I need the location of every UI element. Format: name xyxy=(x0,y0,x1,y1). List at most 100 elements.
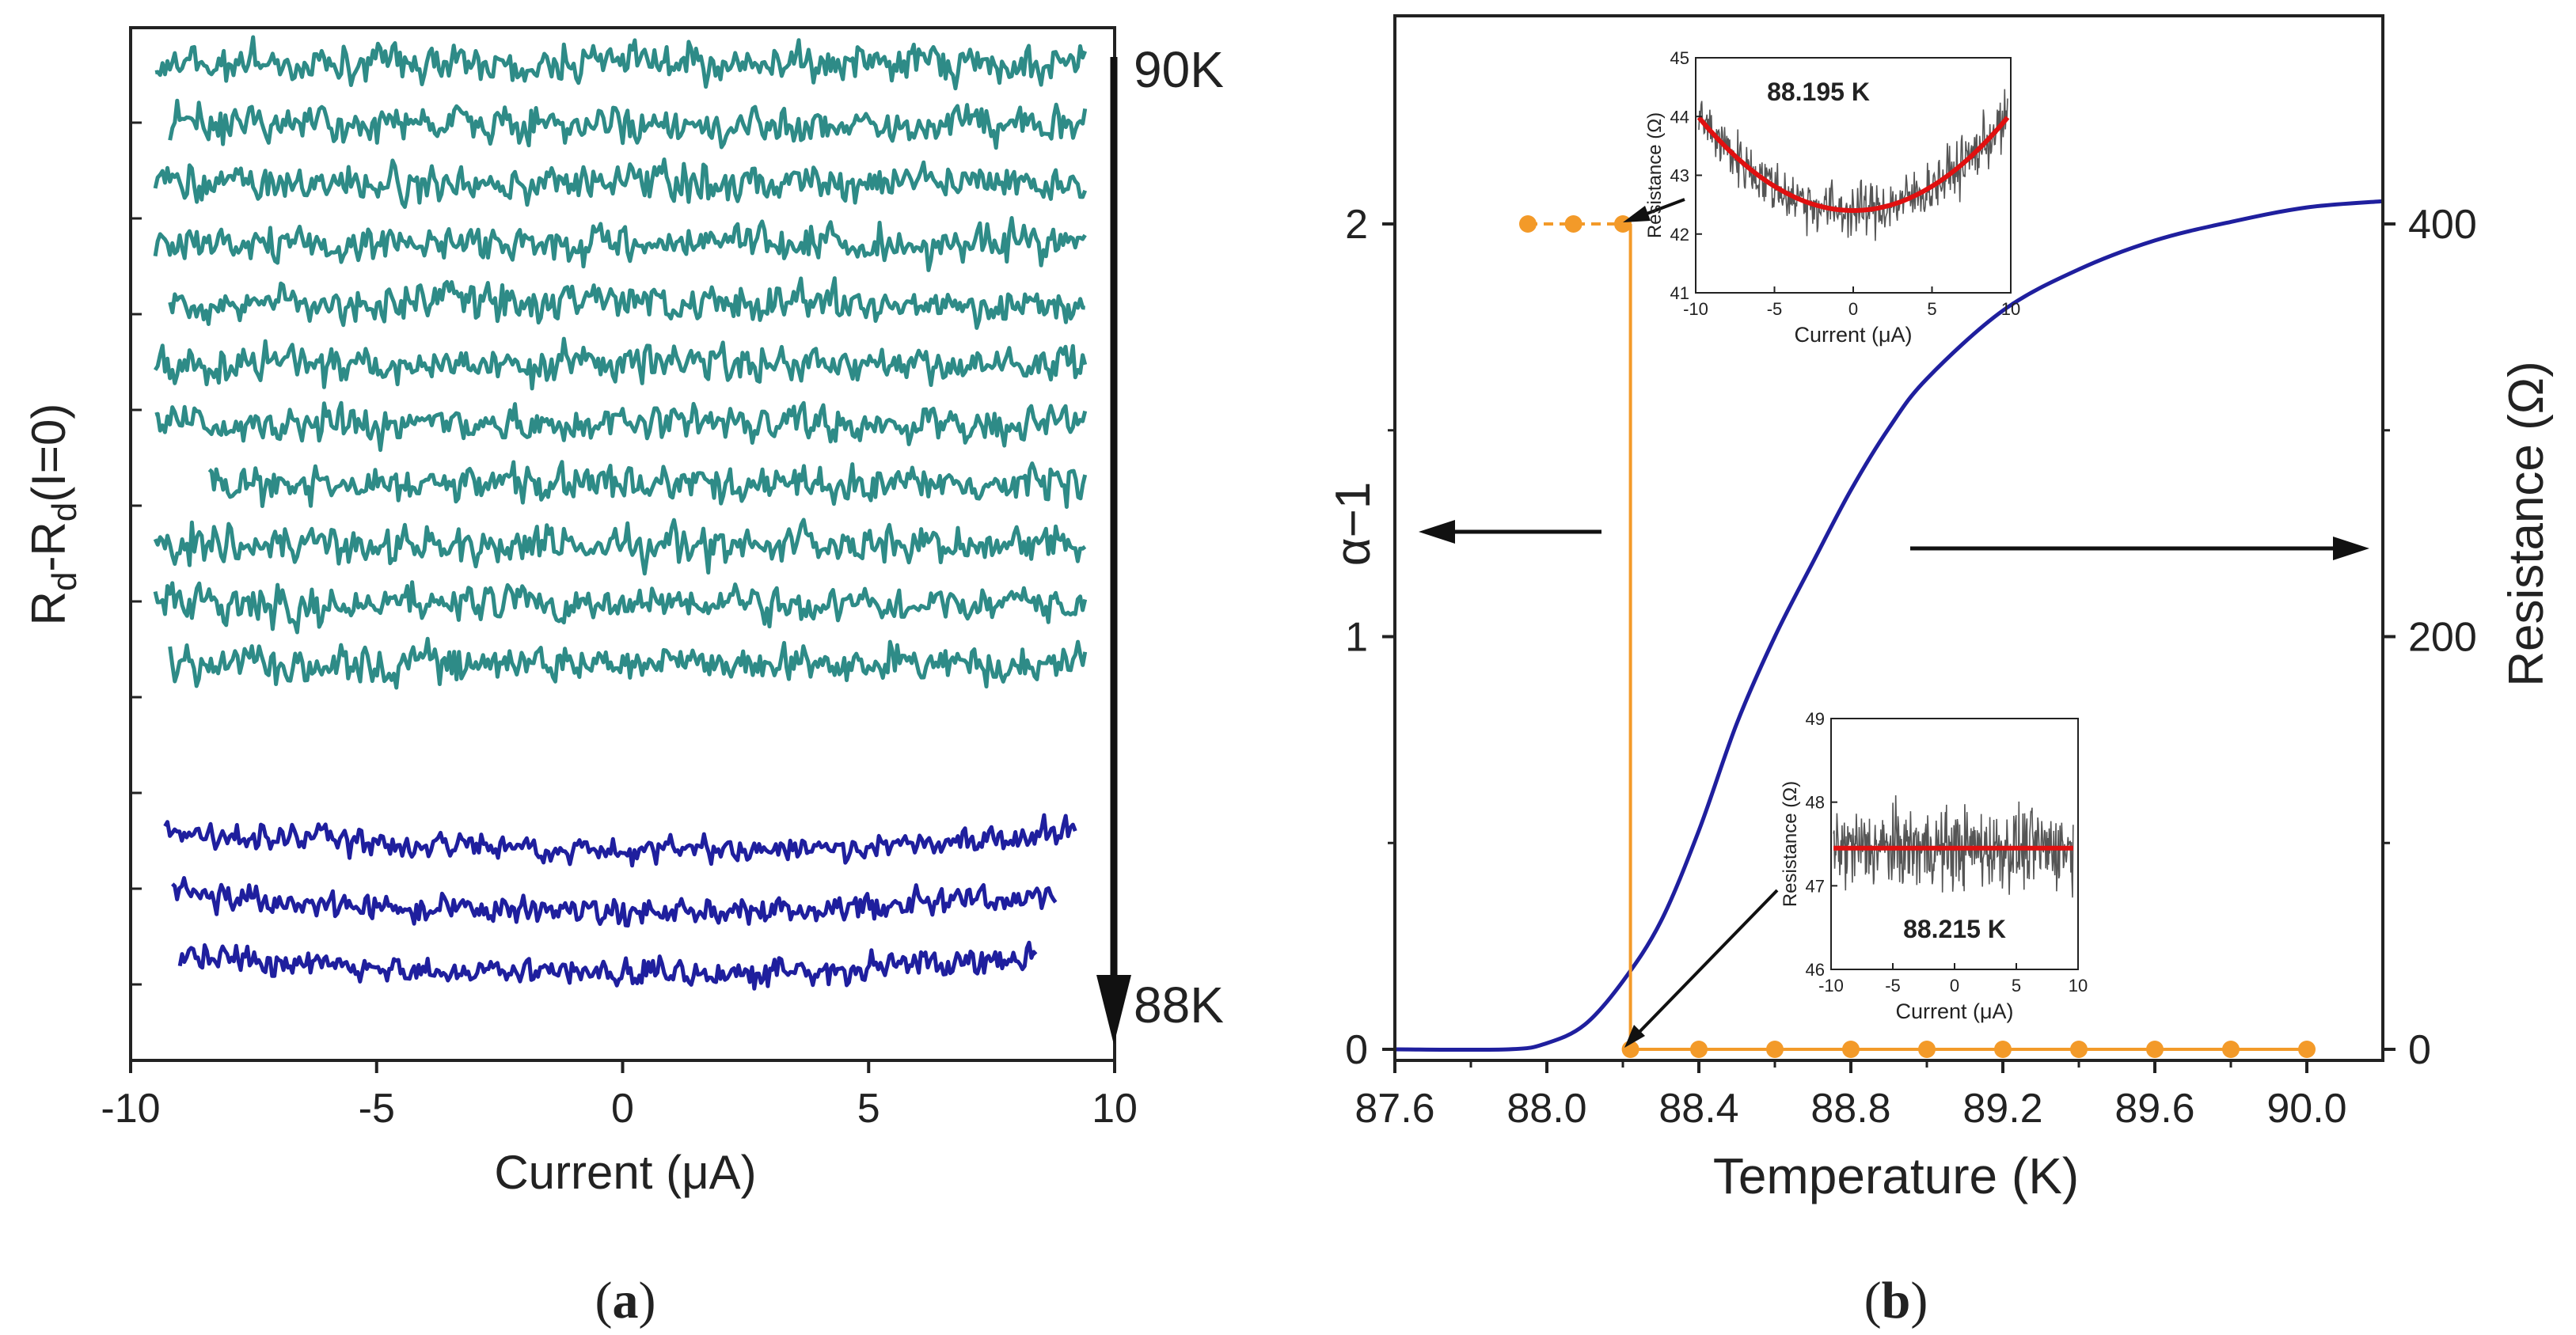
teal-trace xyxy=(153,580,1088,635)
panel-b-ylabel-left: α−1 xyxy=(1326,482,1381,567)
inset-noise-data xyxy=(1833,795,2074,898)
navy-trace xyxy=(171,876,1058,928)
alpha-marker xyxy=(2222,1041,2240,1058)
teal-trace xyxy=(207,460,1088,509)
panel-b-xtick-label: 90.0 xyxy=(2266,1086,2346,1132)
inset-top-title: 88.195 K xyxy=(1767,78,1870,106)
inset-ytick-label: 49 xyxy=(1806,709,1825,729)
panel-b-ytick-left-label: 2 xyxy=(1345,202,1368,248)
panel-a-label: (a) xyxy=(595,1272,656,1329)
panel-a-xtick-label: 10 xyxy=(1092,1086,1138,1132)
panel-a-ylabel: Rd-Rd(I=0) xyxy=(22,404,84,626)
temp-low-label: 88K xyxy=(1134,977,1224,1033)
panel-b: 87.6 88.0 88.4 88.8 89.2 89.6 90.0 0 1 2 0 200 400 T… xyxy=(1326,14,2554,1329)
inset-top: -10 -5 0 5 10 41 42 43 44 45 Current (μA) Resistanc… xyxy=(1644,48,2020,347)
panel-a-xtick-label: 0 xyxy=(611,1086,634,1132)
navy-trace xyxy=(177,940,1038,991)
teal-trace xyxy=(153,518,1087,576)
panel-b-ytick-right-label: 0 xyxy=(2408,1027,2431,1073)
teal-trace xyxy=(168,98,1088,150)
inset-ytick-label: 46 xyxy=(1806,960,1825,980)
inset-ylabel: Resistance (Ω) xyxy=(1780,781,1801,907)
inset-xtick-label: -10 xyxy=(1683,299,1708,319)
inset-xlabel: Current (μA) xyxy=(1794,323,1912,347)
alpha-marker xyxy=(2298,1041,2316,1058)
panel-a-xtick-label: 5 xyxy=(857,1086,880,1132)
teal-trace xyxy=(168,636,1088,690)
teal-trace xyxy=(153,216,1087,272)
panel-b-label-letter: b xyxy=(1882,1272,1911,1329)
panel-b-xtick-label: 88.4 xyxy=(1658,1086,1738,1132)
panel-b-xlabel: Temperature (K) xyxy=(1713,1147,2079,1204)
panel-b-xtick-label: 88.0 xyxy=(1506,1086,1586,1132)
inset-ytick-label: 41 xyxy=(1670,283,1689,303)
resistance-curve xyxy=(1394,199,2384,1052)
navy-trace xyxy=(163,813,1077,868)
inset-xtick-label: 10 xyxy=(2001,299,2020,319)
inset-xlabel: Current (μA) xyxy=(1895,999,2013,1023)
panel-b-xtick-label: 87.6 xyxy=(1354,1086,1434,1132)
teal-trace xyxy=(154,400,1088,453)
panel-b-ytick-left-label: 0 xyxy=(1345,1027,1368,1073)
alpha-marker xyxy=(1766,1041,1784,1058)
pointer-arrow-bottom xyxy=(1624,889,1779,1048)
panel-b-xtick-label: 88.8 xyxy=(1810,1086,1890,1132)
alpha-marker xyxy=(1519,215,1537,233)
panel-b-tick-labels: 87.6 88.0 88.4 88.8 89.2 89.6 90.0 0 1 2 0 200 400 xyxy=(1345,202,2477,1132)
panel-a-label-close: ) xyxy=(639,1272,656,1329)
panel-a: -10 -5 0 5 10 Current (μA) Rd-Rd(I=0) 90K 88… xyxy=(22,26,1224,1329)
teal-trace xyxy=(154,35,1088,91)
inset-ytick-label: 43 xyxy=(1670,166,1689,186)
alpha-marker xyxy=(1918,1041,1936,1058)
panel-b-series xyxy=(1394,199,2384,1058)
teal-trace xyxy=(153,336,1088,391)
inset-noise-data xyxy=(1698,89,2008,241)
inset-xtick-label: 0 xyxy=(1848,299,1858,319)
inset-bottom-title: 88.215 K xyxy=(1903,915,2006,943)
panel-a-label-letter: a xyxy=(613,1272,639,1329)
left-axis-arrow xyxy=(1419,520,1601,544)
teal-trace xyxy=(153,157,1088,209)
panel-a-traces xyxy=(153,35,1088,991)
alpha-marker xyxy=(2146,1041,2164,1058)
inset-xtick-label: 10 xyxy=(2069,976,2088,996)
panel-a-label-open: ( xyxy=(595,1272,613,1329)
inset-bottom: -10 -5 0 5 10 46 47 48 49 Current (μA) Resistance … xyxy=(1780,709,2088,1023)
inset-ytick-label: 47 xyxy=(1806,876,1825,896)
inset-fit-line xyxy=(1696,116,2010,214)
panel-a-xtick-label: -10 xyxy=(101,1086,160,1132)
alpha-marker xyxy=(1842,1041,1860,1058)
alpha-marker xyxy=(1564,215,1582,233)
right-axis-arrow xyxy=(1910,537,2369,560)
panel-b-ylabel-right: Resistance (Ω) xyxy=(2499,361,2554,687)
inset-xtick-label: -10 xyxy=(1818,976,1844,996)
teal-trace xyxy=(168,276,1085,330)
alpha-marker xyxy=(1690,1041,1708,1058)
inset-xtick-label: 5 xyxy=(2012,976,2021,996)
inset-ytick-label: 48 xyxy=(1806,793,1825,813)
inset-ytick-label: 42 xyxy=(1670,225,1689,245)
panel-b-label-open: ( xyxy=(1864,1272,1882,1329)
inset-ytick-label: 45 xyxy=(1670,48,1689,68)
panel-b-ytick-left-label: 1 xyxy=(1345,615,1368,661)
panel-a-xticklabels: -10 -5 0 5 10 xyxy=(101,1086,1138,1132)
alpha-marker xyxy=(1994,1041,2012,1058)
panel-b-frame xyxy=(1393,14,2384,1062)
inset-ytick-label: 44 xyxy=(1670,107,1689,127)
panel-b-label: (b) xyxy=(1864,1272,1928,1329)
panel-b-label-close: ) xyxy=(1910,1272,1928,1329)
panel-b-ytick-right-label: 200 xyxy=(2408,615,2477,661)
temp-high-label: 90K xyxy=(1134,41,1224,98)
panel-b-axes xyxy=(1382,14,2396,1073)
panel-b-ytick-right-label: 400 xyxy=(2408,202,2477,248)
temperature-arrowhead xyxy=(1096,975,1131,1045)
panel-a-xlabel: Current (μA) xyxy=(494,1146,756,1199)
pointer-arrow-top xyxy=(1623,198,1685,222)
panel-b-xtick-label: 89.2 xyxy=(1962,1086,2042,1132)
inset-ylabel: Resistance (Ω) xyxy=(1644,112,1666,238)
alpha-marker xyxy=(2070,1041,2088,1058)
inset-xtick-label: 0 xyxy=(1950,976,1959,996)
inset-xtick-label: 5 xyxy=(1927,299,1936,319)
inset-xtick-label: -5 xyxy=(1885,976,1901,996)
